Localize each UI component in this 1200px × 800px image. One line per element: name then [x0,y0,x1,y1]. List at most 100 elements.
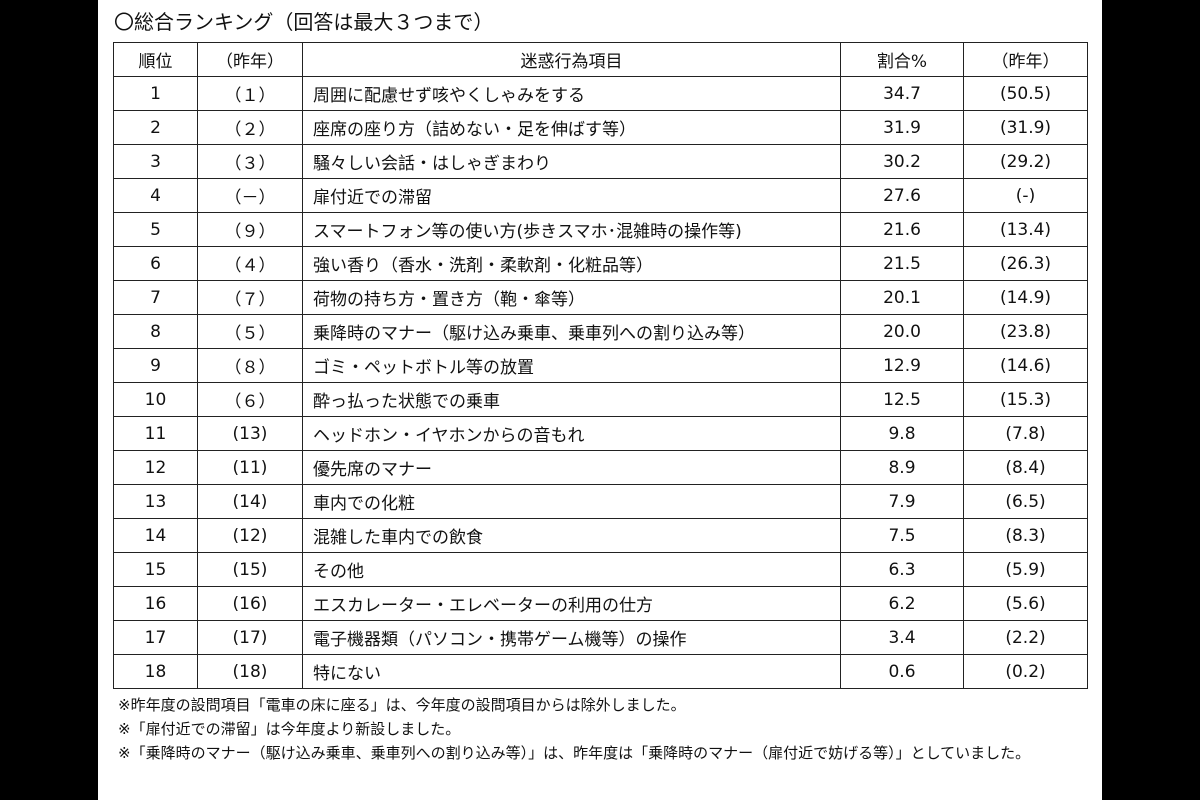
table-cell: 7.5 [840,518,964,553]
table-cell: （３） [197,144,303,179]
table-cell: (13.4) [963,212,1088,247]
table-cell: 11 [113,416,198,451]
table-cell: (11) [197,450,303,485]
table-cell: (2.2) [963,620,1088,655]
table-cell: 14 [113,518,198,553]
table-cell: (14) [197,484,303,519]
table-cell: (14.9) [963,280,1088,315]
table-row: 15 (15) その他 6.3 (5.9) [113,552,1088,587]
table-cell: 16 [113,586,198,621]
table-cell: 7 [113,280,198,315]
table-cell: 周囲に配慮せず咳やくしゃみをする [302,76,841,111]
table-cell: （６） [197,382,303,417]
header-cell: 順位 [113,42,198,77]
table-cell: 荷物の持ち方・置き方（鞄・傘等） [302,280,841,315]
table-cell: ヘッドホン・イヤホンからの音もれ [302,416,841,451]
table-cell: (7.8) [963,416,1088,451]
table-cell: (18) [197,654,303,689]
table-cell: スマートフォン等の使い方(歩きスマホ･混雑時の操作等) [302,212,841,247]
table-cell: 7.9 [840,484,964,519]
table-cell: （２） [197,110,303,145]
table-cell: 扉付近での滞留 [302,178,841,213]
notes: ※昨年度の設問項目「電車の床に座る」は、今年度の設問項目からは除外しました。 ※「… [118,693,1098,765]
table-row: 5 （９） スマートフォン等の使い方(歩きスマホ･混雑時の操作等) 21.6 (13.4… [113,212,1088,247]
table-cell: (0.2) [963,654,1088,689]
table-cell: エスカレーター・エレベーターの利用の仕方 [302,586,841,621]
table-row: 10 （６） 酔っ払った状態での乗車 12.5 (15.3) [113,382,1088,417]
table-row: 16 (16) エスカレーター・エレベーターの利用の仕方 6.2 (5.6) [113,586,1088,621]
table-cell: (13) [197,416,303,451]
table-cell: 0.6 [840,654,964,689]
table-cell: (5.6) [963,586,1088,621]
table-body: 1 （１） 周囲に配慮せず咳やくしゃみをする 34.7 (50.5) 2 （２） 座席の座り方… [113,76,1088,689]
table-cell: 2 [113,110,198,145]
header-cell: 迷惑行為項目 [302,42,841,77]
table-row: 11 (13) ヘッドホン・イヤホンからの音もれ 9.8 (7.8) [113,416,1088,451]
table-row: 8 （５） 乗降時のマナー（駆け込み乗車、乗車列への割り込み等） 20.0 (23.8) [113,314,1088,349]
table-cell: その他 [302,552,841,587]
header-cell: 割合% [840,42,964,77]
table-row: 3 （３） 騒々しい会話・はしゃぎまわり 30.2 (29.2) [113,144,1088,179]
table-row: 1 （１） 周囲に配慮せず咳やくしゃみをする 34.7 (50.5) [113,76,1088,111]
table-cell: 騒々しい会話・はしゃぎまわり [302,144,841,179]
table-cell: 8.9 [840,450,964,485]
table-cell: （９） [197,212,303,247]
table-cell: (26.3) [963,246,1088,281]
table-row: 2 （２） 座席の座り方（詰めない・足を伸ばす等） 31.9 (31.9) [113,110,1088,145]
table-cell: (15) [197,552,303,587]
title: 〇総合ランキング（回答は最大３つまで） [114,10,494,34]
table-cell: 6.3 [840,552,964,587]
table-cell: (6.5) [963,484,1088,519]
table-cell: 強い香り（香水・洗剤・柔軟剤・化粧品等） [302,246,841,281]
header-cell: （昨年） [963,42,1088,77]
table-cell: (29.2) [963,144,1088,179]
note: ※昨年度の設問項目「電車の床に座る」は、今年度の設問項目からは除外しました。 [118,696,686,714]
table-cell: 9.8 [840,416,964,451]
table-cell: (5.9) [963,552,1088,587]
table-cell: ゴミ・ペットボトル等の放置 [302,348,841,383]
table-cell: 乗降時のマナー（駆け込み乗車、乗車列への割り込み等） [302,314,841,349]
table-cell: 電子機器類（パソコン・携帯ゲーム機等）の操作 [302,620,841,655]
header-row: 順位 （昨年） 迷惑行為項目 割合% （昨年） [113,42,1088,77]
table-cell: （４） [197,246,303,281]
table-cell: 6 [113,246,198,281]
table-cell: 27.6 [840,178,964,213]
table-cell: 21.5 [840,246,964,281]
table-cell: （５） [197,314,303,349]
table-cell: （１） [197,76,303,111]
table-cell: 15 [113,552,198,587]
table-cell: 17 [113,620,198,655]
table-cell: (-) [963,178,1088,213]
table-cell: (14.6) [963,348,1088,383]
table-cell: 8 [113,314,198,349]
table-cell: 12.9 [840,348,964,383]
table-cell: （－） [197,178,303,213]
note: ※「乗降時のマナー（駆け込み乗車、乗車列への割り込み等）」は、昨年度は「乗降時の… [118,744,1031,762]
table-row: 9 （８） ゴミ・ペットボトル等の放置 12.9 (14.6) [113,348,1088,383]
table-row: 17 (17) 電子機器類（パソコン・携帯ゲーム機等）の操作 3.4 (2.2) [113,620,1088,655]
table-cell: （７） [197,280,303,315]
table-cell: 31.9 [840,110,964,145]
table-cell: 20.0 [840,314,964,349]
table-cell: 12 [113,450,198,485]
table-cell: 特にない [302,654,841,689]
table-cell: 車内での化粧 [302,484,841,519]
table-cell: (23.8) [963,314,1088,349]
table-cell: (12) [197,518,303,553]
table-cell: 10 [113,382,198,417]
table-cell: 20.1 [840,280,964,315]
table-cell: 5 [113,212,198,247]
table-cell: 6.2 [840,586,964,621]
table-cell: (50.5) [963,76,1088,111]
table-cell: 30.2 [840,144,964,179]
ranking-table: 順位 （昨年） 迷惑行為項目 割合% （昨年） 1 （１） 周囲に配慮せず咳やくしゃみをする… [113,42,1088,689]
table-cell: (8.3) [963,518,1088,553]
document: 〇総合ランキング（回答は最大３つまで） 順位 （昨年） 迷惑行為項目 割合% （昨年） … [98,0,1102,800]
table-cell: 混雑した車内での飲食 [302,518,841,553]
table-cell: (31.9) [963,110,1088,145]
table-cell: 酔っ払った状態での乗車 [302,382,841,417]
table-cell: (16) [197,586,303,621]
table-cell: 12.5 [840,382,964,417]
table-row: 18 (18) 特にない 0.6 (0.2) [113,654,1088,689]
